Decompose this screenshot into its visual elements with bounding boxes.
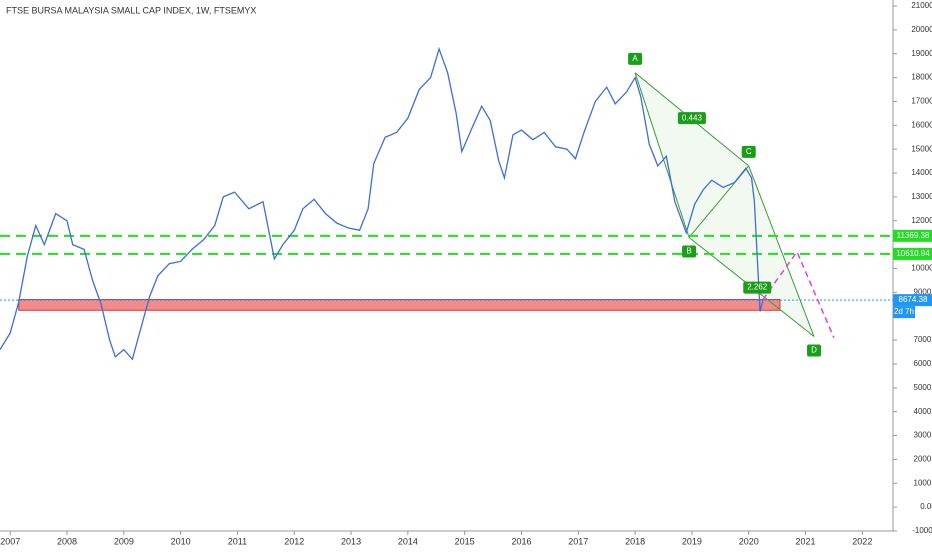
price-line (0, 46, 764, 361)
y-tick-label: 13000.00 (911, 192, 932, 201)
ratio-badge (677, 112, 706, 125)
x-tick-label: 2010 (171, 536, 191, 546)
y-tick-label: 19000.00 (911, 49, 932, 58)
chart-title: FTSE BURSA MALAYSIA SMALL CAP INDEX, 1W,… (6, 5, 256, 15)
y-tick-label: 3000.00 (914, 431, 932, 440)
countdown-badge (893, 306, 915, 319)
level-badge (893, 247, 932, 260)
y-tick-label: 6000.00 (914, 359, 932, 368)
x-tick-label: 2007 (0, 536, 20, 546)
point-badge (628, 52, 643, 65)
projection-line (762, 250, 835, 339)
ratio-label: 2.262 (747, 283, 768, 292)
x-tick-label: 2020 (739, 536, 759, 546)
x-tick-label: 2013 (341, 536, 361, 546)
x-tick-label: 2017 (568, 536, 588, 546)
pattern-fill (635, 72, 749, 238)
y-tick-label: 2000.00 (914, 455, 932, 464)
y-tick-label: 21000.00 (911, 1, 932, 10)
point-badge (741, 145, 756, 158)
y-tick-label: 4000.00 (914, 407, 932, 416)
y-tick-label: 16000.00 (911, 120, 932, 129)
y-tick-label: 14000.00 (911, 168, 932, 177)
y-tick-label: 0.00 (920, 502, 932, 511)
point-label: A (632, 54, 638, 63)
y-tick-label: -1000.00 (912, 526, 932, 535)
countdown-label: 2d 7h (894, 307, 914, 316)
y-tick-label: 5000.00 (914, 383, 932, 392)
x-tick-label: 2009 (114, 536, 134, 546)
x-tick-label: 2019 (682, 536, 702, 546)
zone (18, 299, 781, 311)
level-badge (893, 229, 932, 242)
x-tick-label: 2016 (511, 536, 531, 546)
y-tick-label: 10000.00 (911, 264, 932, 273)
y-tick-label: 18000.00 (911, 73, 932, 82)
y-tick-label: 7000.00 (914, 335, 932, 344)
point-badge (682, 245, 697, 258)
x-tick-label: 2015 (455, 536, 475, 546)
pattern-leg (748, 165, 815, 337)
pattern-leg (634, 72, 690, 238)
x-tick-label: 2018 (625, 536, 645, 546)
x-tick-label: 2008 (57, 536, 77, 546)
pattern-fill (689, 165, 815, 337)
y-tick-label: 17000.00 (911, 97, 932, 106)
x-tick-label: 2012 (284, 536, 304, 546)
y-tick-label: 20000.00 (911, 25, 932, 34)
point-label: C (746, 147, 752, 156)
x-tick-label: 2022 (852, 536, 872, 546)
y-tick-label: 1000.00 (914, 478, 932, 487)
y-tick-label: 15000.00 (911, 144, 932, 153)
x-tick-label: 2014 (398, 536, 418, 546)
point-label: D (811, 346, 817, 355)
ratio-label: 0.443 (682, 113, 703, 122)
level-label: 10610.94 (896, 249, 930, 258)
level-label: 11369.38 (897, 231, 930, 240)
point-badge (807, 344, 822, 357)
x-tick-label: 2011 (228, 536, 247, 546)
ratio-badge (743, 281, 772, 294)
x-tick-label: 2021 (796, 536, 816, 546)
level-label: 8674.38 (899, 295, 928, 304)
y-tick-label: 9000.00 (914, 287, 932, 296)
y-tick-label: 12000.00 (911, 216, 932, 225)
level-badge (893, 294, 932, 307)
point-label: B (686, 247, 691, 256)
